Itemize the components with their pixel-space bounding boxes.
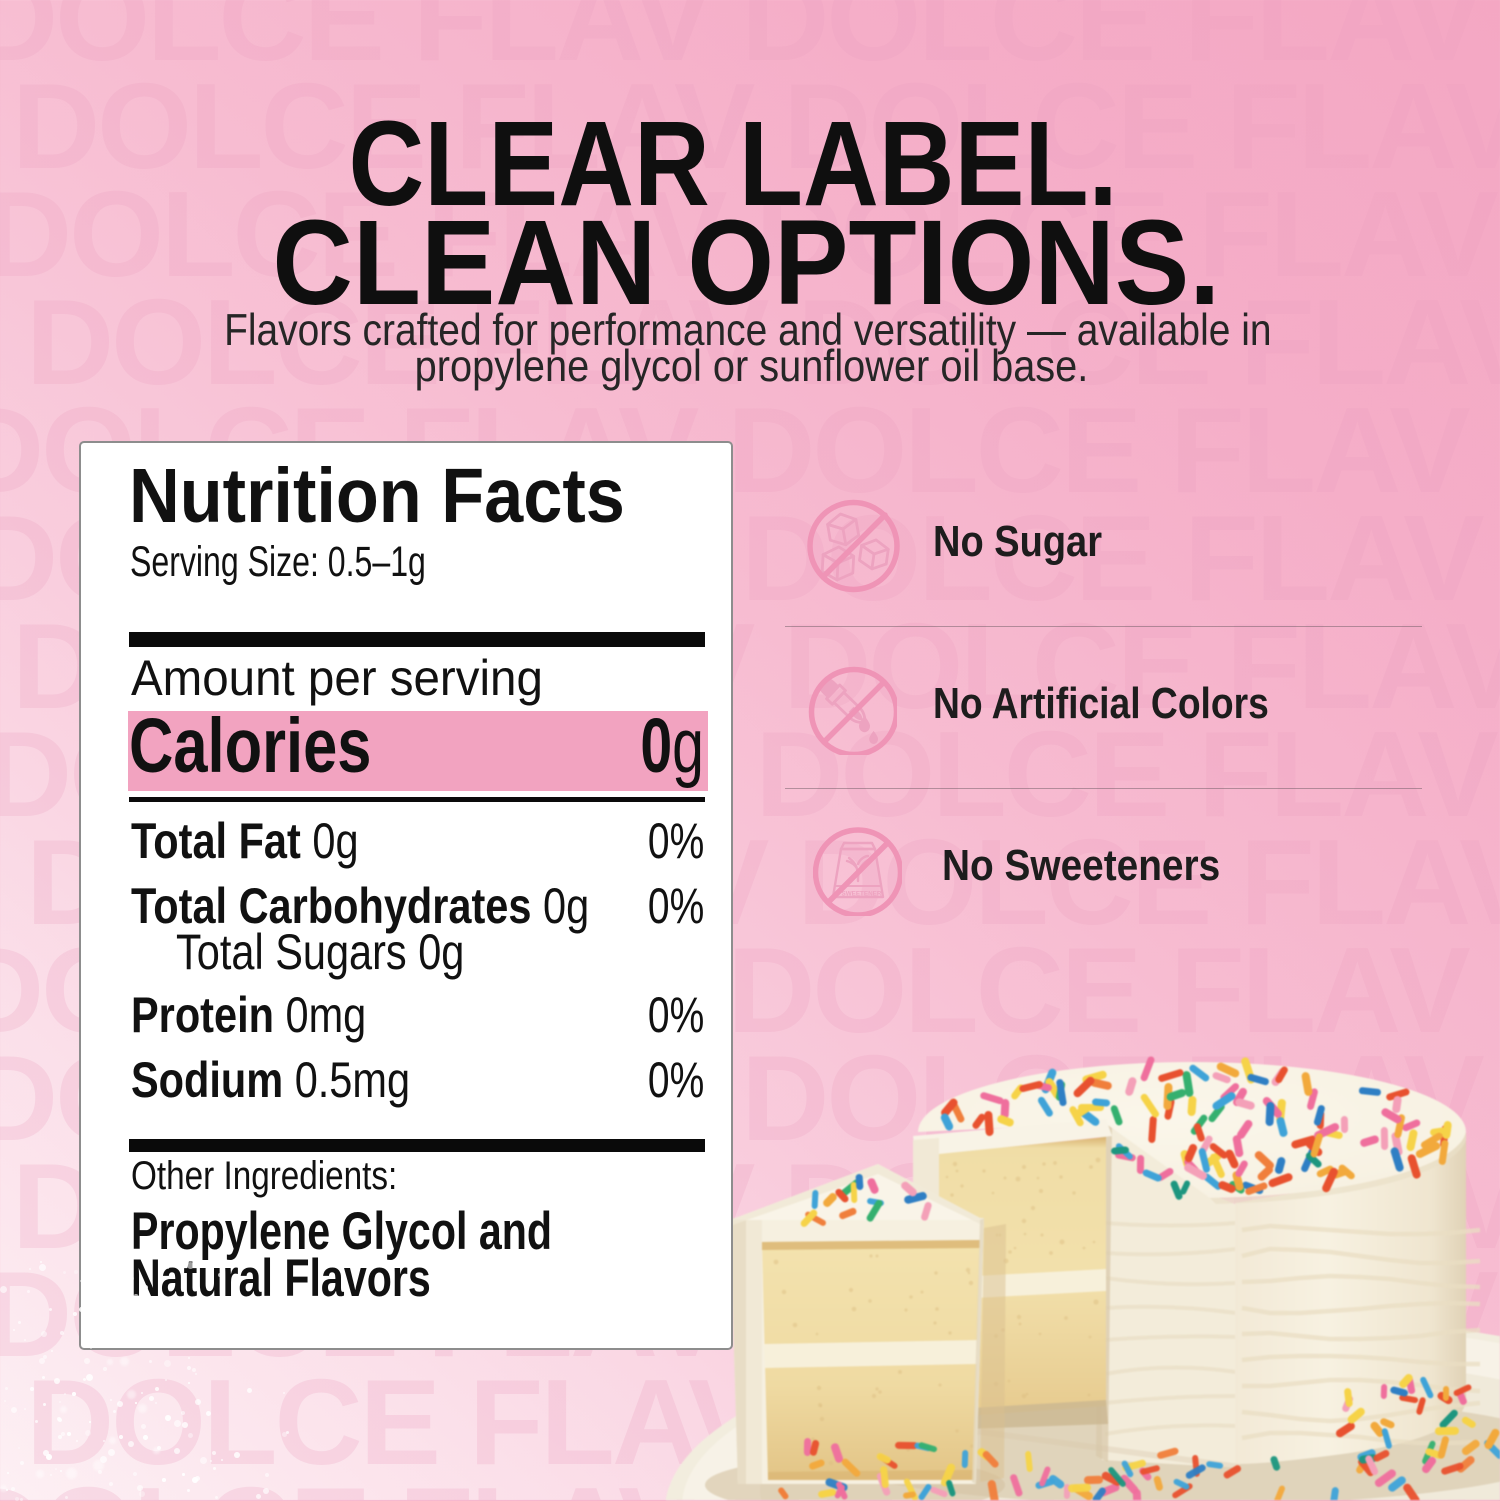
svg-text:SWEETENER: SWEETENER (842, 891, 882, 898)
